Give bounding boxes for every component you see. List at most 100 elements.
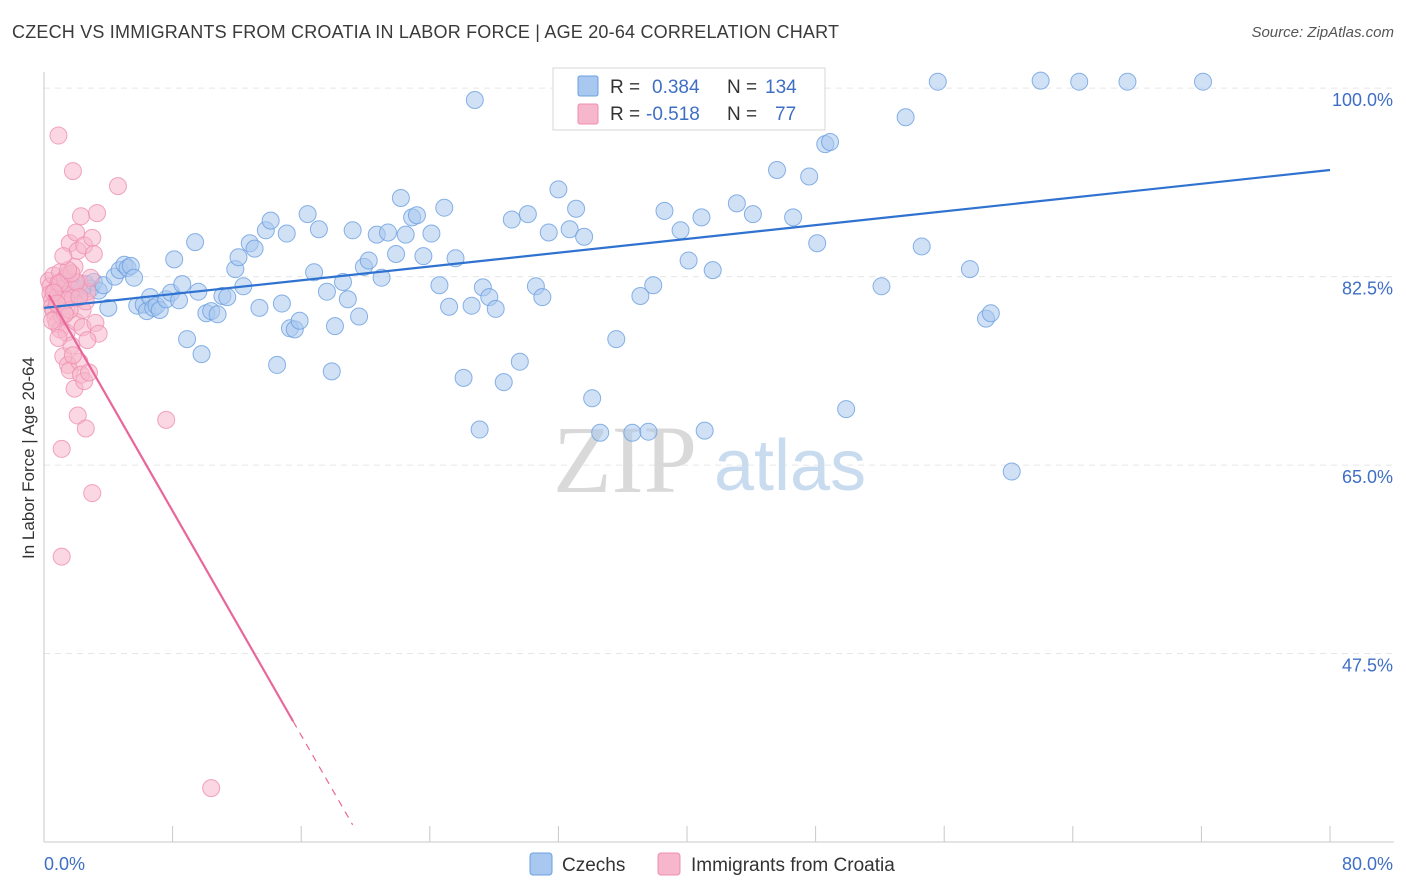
stats-n-label-czechs: N = <box>727 77 757 98</box>
czechs-point <box>896 108 915 127</box>
watermark: ZIP atlas <box>553 406 866 513</box>
czechs-point <box>518 205 537 224</box>
croatia-point <box>52 547 71 566</box>
czechs-point <box>343 221 362 240</box>
croatia-point <box>83 484 102 503</box>
czechs-point <box>298 205 317 224</box>
czechs-point <box>396 225 415 244</box>
watermark-zip: ZIP <box>553 406 697 513</box>
czechs-point <box>703 261 722 280</box>
trend-lines <box>43 168 1331 826</box>
czechs-point <box>325 317 344 336</box>
czechs-point <box>99 298 118 317</box>
czechs-point <box>623 423 642 442</box>
czechs-point <box>583 389 602 408</box>
stats-r-label-croatia: R = <box>610 104 640 125</box>
czechs-point <box>350 307 369 326</box>
czechs-point <box>218 288 237 307</box>
czechs-point <box>567 199 586 218</box>
czechs-point <box>644 276 663 295</box>
croatia-point <box>88 204 107 223</box>
czechs-point <box>821 133 840 151</box>
y-axis-label: In Labor Force | Age 20-64 <box>19 357 38 559</box>
axes <box>43 72 1394 843</box>
croatia-point <box>70 288 89 307</box>
czechs-point <box>192 345 211 364</box>
czechs-point <box>309 220 328 239</box>
czechs-point <box>277 224 296 243</box>
czechs-point <box>245 239 264 258</box>
x-tick-label-max: 80.0% <box>1342 854 1393 874</box>
czechs-point <box>502 210 521 229</box>
y-tick-label: 82.5% <box>1342 279 1393 299</box>
czechs-point <box>379 223 398 242</box>
czechs-point <box>359 251 378 270</box>
croatia-point <box>76 419 95 438</box>
source-credit: Source: ZipAtlas.com <box>1251 24 1394 41</box>
x-axis-ticks <box>172 826 1331 842</box>
stats-box: R = 0.384 N = 134 R = -0.518 N = 77 <box>552 67 826 131</box>
czechs-point <box>784 208 803 227</box>
czechs-point <box>549 180 568 199</box>
czechs-point <box>671 221 690 240</box>
czechs-point <box>539 223 558 242</box>
legend-swatch-czechs[interactable] <box>529 852 553 876</box>
czechs-point <box>837 400 856 419</box>
legend-label-croatia[interactable]: Immigrants from Croatia <box>691 855 895 876</box>
croatia-point <box>63 346 82 365</box>
czechs-point <box>430 276 449 295</box>
croatia-point <box>78 331 97 350</box>
czechs-point <box>727 194 746 213</box>
legend-swatch-croatia[interactable] <box>657 852 681 876</box>
czechs-point <box>422 224 441 243</box>
croatia-point <box>108 177 127 196</box>
czechs-point <box>338 290 357 309</box>
croatia-point <box>63 162 82 181</box>
czechs-point <box>607 330 626 349</box>
czechs-point <box>407 206 426 225</box>
czechs-point <box>186 233 205 252</box>
croatia-point <box>67 223 86 242</box>
czechs-point <box>510 352 529 371</box>
czechs-point <box>261 211 280 230</box>
stats-n-label-croatia: N = <box>727 104 757 125</box>
czechs-point <box>1194 72 1213 91</box>
stats-r-label-czechs: R = <box>610 77 640 98</box>
czechs-point <box>333 273 352 291</box>
croatia-point <box>157 410 176 429</box>
czechs-point <box>372 268 391 287</box>
croatia-trend-extension <box>292 721 354 826</box>
czechs-point <box>173 275 192 294</box>
legend-label-czechs[interactable]: Czechs <box>562 855 625 876</box>
x-tick-label-min: 0.0% <box>44 854 85 874</box>
czechs-point <box>591 423 610 442</box>
czechs-point <box>465 91 484 109</box>
stats-n-value-czechs: 134 <box>765 77 797 98</box>
czechs-point <box>1070 72 1089 91</box>
czechs-point <box>391 189 410 207</box>
czechs-point <box>305 263 324 282</box>
czechs-point <box>208 305 227 324</box>
croatia-point <box>84 245 103 263</box>
grid-lines <box>44 87 1394 655</box>
stats-swatch-czechs <box>577 75 599 97</box>
croatia-trend-line <box>47 294 295 722</box>
croatia-point <box>43 311 62 330</box>
czechs-point <box>125 268 144 287</box>
czechs-point <box>440 297 459 316</box>
czechs-point <box>808 234 827 253</box>
czechs-point <box>960 260 979 279</box>
croatia-point <box>49 126 68 145</box>
czechs-point <box>912 237 931 256</box>
czechs-point <box>494 373 513 392</box>
croatia-point <box>202 779 221 798</box>
czechs-point <box>639 422 658 441</box>
czechs-point <box>1118 72 1137 91</box>
czechs-point <box>317 282 336 301</box>
czechs-point <box>928 72 947 91</box>
czechs-point <box>322 362 341 381</box>
czechs-point <box>692 208 711 227</box>
czechs-point <box>981 304 1000 323</box>
czechs-point <box>695 421 714 440</box>
